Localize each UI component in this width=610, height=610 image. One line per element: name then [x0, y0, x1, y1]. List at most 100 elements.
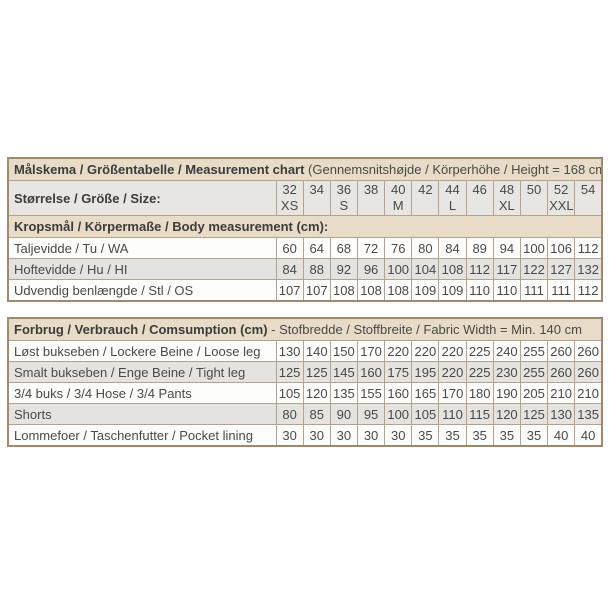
value-cell: 40: [574, 424, 603, 447]
value-cell: 68: [329, 237, 358, 259]
value-cell: 190: [492, 382, 521, 404]
row-label: 3/4 buks / 3/4 Hose / 3/4 Pants: [7, 382, 277, 404]
value-cell: 35: [519, 424, 549, 447]
value-cell: 160: [356, 361, 386, 383]
value-cell: 80: [411, 237, 440, 259]
value-cell: 125: [302, 361, 331, 383]
size-label: Størrelse / Größe / Size:: [7, 180, 277, 216]
size-cell: 46: [465, 180, 494, 216]
value-cell: 170: [356, 340, 386, 362]
table-row: Udvendig benlængde / Stl / OS 107 107 108 10…: [7, 279, 603, 302]
value-cell: 109: [411, 279, 440, 302]
value-cell: 35: [465, 424, 494, 447]
value-cell: 132: [574, 258, 603, 280]
value-cell: 220: [384, 340, 413, 362]
value-cell: 100: [384, 403, 413, 425]
size-cell: 54: [574, 180, 603, 216]
table-row: Taljevidde / Tu / WA 60 64 68 72 76 80 84 89 94 10…: [7, 237, 603, 259]
value-cell: 125: [519, 403, 549, 425]
value-cell: 255: [519, 340, 549, 362]
size-number: 36: [336, 182, 352, 197]
table-row: Løst bukseben / Lockere Beine / Loose le…: [7, 340, 603, 362]
size-letter: [305, 198, 329, 214]
value-cell: 160: [384, 382, 413, 404]
consumption-table: Forbrug / Verbrauch / Comsumption (cm) -…: [7, 317, 603, 447]
table-row: Hoftevidde / Hu / HI 84 88 92 96 100 104 108 112…: [7, 258, 603, 280]
value-cell: 35: [492, 424, 521, 447]
size-cell: 48 XL: [492, 180, 521, 216]
chart-title-row: Målskema / Größentabelle / Measurement c…: [7, 157, 603, 181]
value-cell: 109: [438, 279, 467, 302]
table-row: Lommefoer / Taschenfutter / Pocket linin…: [7, 424, 603, 447]
measurement-table: Målskema / Größentabelle / Measurement c…: [7, 157, 603, 302]
size-cell: 50: [519, 180, 549, 216]
size-number: 46: [472, 182, 487, 197]
value-cell: 260: [574, 340, 603, 362]
value-cell: 175: [384, 361, 413, 383]
value-cell: 88: [302, 258, 331, 280]
value-cell: 84: [438, 237, 467, 259]
size-cell: 40 M: [384, 180, 413, 216]
value-cell: 205: [519, 382, 549, 404]
size-letter: [359, 198, 383, 214]
value-cell: 135: [574, 403, 603, 425]
size-letter: XXL: [549, 198, 574, 213]
row-label: Shorts: [7, 403, 277, 425]
size-number: 48: [499, 182, 515, 197]
size-header-row: Størrelse / Größe / Size: 32 XS 34 36 S 38 4…: [7, 180, 603, 216]
tables-wrap: Målskema / Größentabelle / Measurement c…: [7, 157, 603, 447]
value-cell: 112: [465, 258, 494, 280]
body-section-title: Kropsmål / Körpermaße / Body measurement…: [7, 215, 603, 238]
value-cell: 90: [329, 403, 358, 425]
size-letter: [413, 198, 437, 214]
value-cell: 108: [438, 258, 467, 280]
row-label: Hoftevidde / Hu / HI: [7, 258, 277, 280]
value-cell: 92: [329, 258, 358, 280]
row-label: Lommefoer / Taschenfutter / Pocket linin…: [7, 424, 277, 447]
value-cell: 84: [275, 258, 304, 280]
value-cell: 180: [465, 382, 494, 404]
body-section-row: Kropsmål / Körpermaße / Body measurement…: [7, 215, 603, 238]
value-cell: 110: [465, 279, 494, 302]
value-cell: 130: [275, 340, 304, 362]
size-cell: 44 L: [438, 180, 467, 216]
value-cell: 260: [547, 340, 576, 362]
size-letter: S: [339, 198, 349, 213]
size-letter: [522, 198, 546, 214]
value-cell: 112: [574, 237, 603, 259]
value-cell: 112: [574, 279, 603, 302]
chart-title-rest: (Gennemsnitshøjde / Körperhöhe / Height …: [304, 162, 602, 177]
value-cell: 111: [547, 279, 576, 302]
value-cell: 122: [519, 258, 549, 280]
value-cell: 95: [356, 403, 386, 425]
value-cell: 72: [356, 237, 386, 259]
value-cell: 155: [356, 382, 386, 404]
value-cell: 150: [329, 340, 358, 362]
value-cell: 89: [465, 237, 494, 259]
value-cell: 165: [411, 382, 440, 404]
value-cell: 108: [384, 279, 413, 302]
value-cell: 115: [465, 403, 494, 425]
value-cell: 120: [492, 403, 521, 425]
size-number: 38: [363, 182, 379, 197]
value-cell: 30: [302, 424, 331, 447]
value-cell: 96: [356, 258, 386, 280]
size-letter: [576, 198, 600, 214]
value-cell: 135: [329, 382, 358, 404]
value-cell: 64: [302, 237, 331, 259]
size-cell: 42: [411, 180, 440, 216]
value-cell: 110: [438, 403, 467, 425]
size-letter: L: [448, 198, 457, 213]
row-label: Udvendig benlængde / Stl / OS: [7, 279, 277, 302]
value-cell: 80: [275, 403, 304, 425]
size-cell: 36 S: [329, 180, 358, 216]
size-letter: XL: [498, 198, 515, 213]
value-cell: 110: [492, 279, 521, 302]
chart-title-bold: Målskema / Größentabelle / Measurement c…: [14, 162, 305, 177]
value-cell: 260: [547, 361, 576, 383]
value-cell: 35: [438, 424, 467, 447]
row-label: Løst bukseben / Lockere Beine / Loose le…: [7, 340, 277, 362]
value-cell: 225: [465, 340, 494, 362]
value-cell: 140: [302, 340, 331, 362]
row-label: Smalt bukseben / Enge Beine / Tight leg: [7, 361, 277, 383]
